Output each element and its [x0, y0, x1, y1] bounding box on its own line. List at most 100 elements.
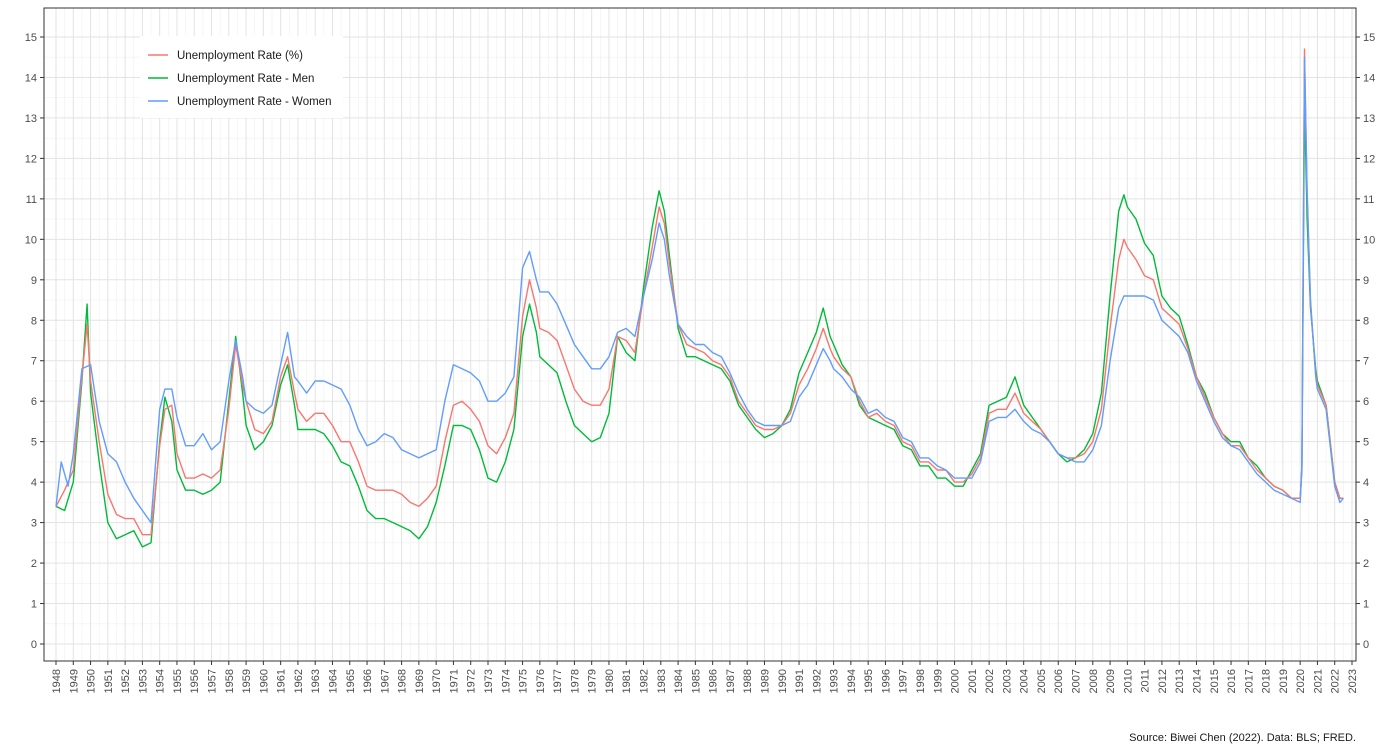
- y-tick-label-right: 11: [1363, 194, 1374, 206]
- x-tick-label: 1967: [379, 669, 391, 693]
- y-tick-label-left: 7: [31, 356, 37, 368]
- x-tick-label: 2007: [1071, 669, 1083, 693]
- panel-border: [43, 7, 1357, 662]
- x-tick-label: 2002: [984, 669, 996, 693]
- x-tick-label: 1963: [310, 669, 322, 693]
- x-tick-label: 1966: [362, 669, 374, 693]
- legend-label: Unemployment Rate (%): [177, 50, 303, 62]
- series-line-1: [55, 97, 1344, 548]
- x-tick-label: 1964: [327, 669, 339, 693]
- x-tick-label: 1988: [742, 669, 754, 693]
- y-tick-label-right: 10: [1363, 234, 1375, 246]
- y-tick-label-left: 9: [31, 275, 37, 287]
- y-tick-label-left: 2: [31, 558, 37, 570]
- x-tick-label: 2012: [1157, 669, 1169, 693]
- y-tick-label-right: 8: [1363, 315, 1369, 327]
- y-tick-label-right: 7: [1363, 356, 1369, 368]
- x-tick-label: 2013: [1174, 669, 1186, 693]
- y-tick-label-right: 15: [1363, 32, 1375, 44]
- x-tick-label: 1991: [794, 669, 806, 693]
- x-tick-label: 1980: [604, 669, 616, 693]
- x-tick-label: 1994: [846, 669, 858, 693]
- x-tick-label: 1957: [207, 669, 219, 693]
- x-tick-label: 2020: [1295, 669, 1307, 693]
- x-tick-label: 2001: [967, 669, 979, 693]
- x-tick-label: 2022: [1330, 669, 1342, 693]
- x-tick-label: 1998: [915, 669, 927, 693]
- y-tick-label-left: 12: [25, 153, 37, 165]
- x-tick-label: 2005: [1036, 669, 1048, 693]
- x-tick-label: 1993: [829, 669, 841, 693]
- x-tick-label: 2015: [1209, 669, 1221, 693]
- x-tick-label: 2010: [1122, 669, 1134, 693]
- x-tick-label: 1972: [466, 669, 478, 693]
- x-tick-label: 1985: [690, 669, 702, 693]
- grid: [44, 8, 1356, 661]
- y-tick-label-right: 2: [1363, 558, 1369, 570]
- y-tick-label-left: 14: [25, 72, 37, 84]
- x-tick-label: 1973: [483, 669, 495, 693]
- x-tick-label: 1971: [448, 669, 460, 693]
- x-tick-label: 1986: [708, 669, 720, 693]
- x-tick-label: 1974: [500, 669, 512, 693]
- x-tick-label: 2003: [1001, 669, 1013, 693]
- y-tick-label-right: 3: [1363, 518, 1369, 530]
- y-tick-label-left: 0: [31, 639, 37, 651]
- x-tick-label: 1977: [552, 669, 564, 693]
- legend-label: Unemployment Rate - Women: [177, 96, 331, 108]
- x-tick-label: 2008: [1088, 669, 1100, 693]
- x-tick-label: 1979: [587, 669, 599, 693]
- x-tick-label: 1975: [518, 669, 530, 693]
- x-tick-label: 1999: [932, 669, 944, 693]
- x-tick-label: 2021: [1312, 669, 1324, 693]
- legend: Unemployment Rate (%) Unemployment Rate -…: [140, 36, 343, 118]
- x-tick-label: 2017: [1243, 669, 1255, 693]
- x-tick-label: 1949: [68, 669, 80, 693]
- y-tick-label-left: 4: [31, 477, 37, 489]
- legend-box: [140, 36, 343, 118]
- y-tick-label-right: 9: [1363, 275, 1369, 287]
- x-tick-label: 2018: [1261, 669, 1273, 693]
- x-tick-label: 1996: [880, 669, 892, 693]
- x-tick-label: 1976: [535, 669, 547, 693]
- series-lines: [55, 48, 1344, 548]
- x-tick-label: 2023: [1347, 669, 1359, 693]
- x-tick-label: 1956: [189, 669, 201, 693]
- x-tick-label: 1960: [258, 669, 270, 693]
- y-tick-label-left: 10: [25, 234, 37, 246]
- x-tick-label: 1990: [777, 669, 789, 693]
- source-caption: Source: Biwei Chen (2022). Data: BLS; FR…: [1129, 732, 1356, 744]
- x-tick-label: 2000: [950, 669, 962, 693]
- x-tick-label: 1983: [656, 669, 668, 693]
- x-tick-label: 2006: [1053, 669, 1065, 693]
- x-tick-label: 2016: [1226, 669, 1238, 693]
- y-tick-label-right: 13: [1363, 113, 1375, 125]
- y-tick-label-right: 5: [1363, 437, 1369, 449]
- x-tick-label: 1950: [86, 669, 98, 693]
- x-tick-label: 2014: [1191, 669, 1203, 693]
- x-tick-label: 1989: [759, 669, 771, 693]
- x-tick-label: 1997: [898, 669, 910, 693]
- x-tick-label: 1984: [673, 669, 685, 693]
- y-tick-label-left: 3: [31, 518, 37, 530]
- x-tick-label: 1958: [224, 669, 236, 693]
- x-tick-label: 1952: [120, 669, 132, 693]
- y-tick-label-right: 6: [1363, 396, 1369, 408]
- legend-label: Unemployment Rate - Men: [177, 73, 314, 85]
- x-tick-label: 1962: [293, 669, 305, 693]
- y-tick-label-left: 5: [31, 437, 37, 449]
- x-tick-label: 1969: [414, 669, 426, 693]
- y-tick-label-left: 8: [31, 315, 37, 327]
- y-tick-label-right: 4: [1363, 477, 1369, 489]
- x-tick-label: 1955: [172, 669, 184, 693]
- y-tick-label-left: 15: [25, 32, 37, 44]
- x-tick-label: 2004: [1019, 669, 1031, 693]
- x-tick-label: 1968: [397, 669, 409, 693]
- x-tick-label: 1982: [639, 669, 651, 693]
- x-tick-label: 1970: [431, 669, 443, 693]
- y-tick-label-left: 6: [31, 396, 37, 408]
- x-tick-label: 1951: [103, 669, 115, 693]
- x-tick-label: 1992: [811, 669, 823, 693]
